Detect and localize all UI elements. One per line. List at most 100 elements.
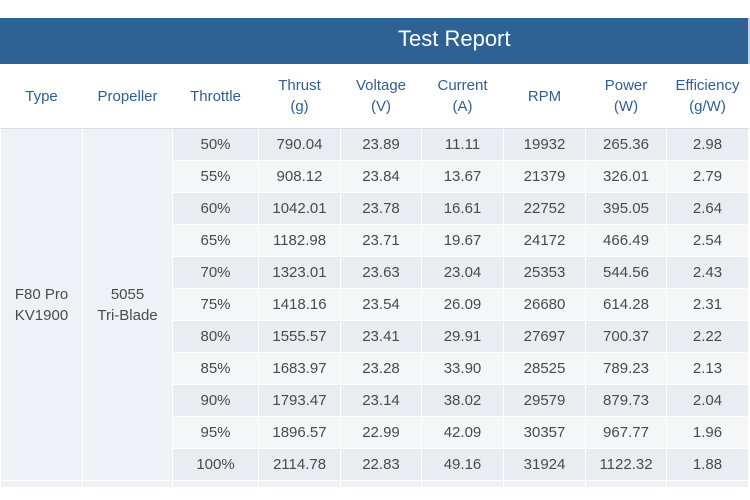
efficiency-cell: 2.43 (666, 256, 749, 289)
efficiency-cell: 2.79 (666, 160, 749, 193)
rpm-cell: 31924 (503, 448, 586, 481)
thrust-cell: 1793.47 (258, 384, 341, 417)
empty-cell (666, 480, 749, 488)
thrust-cell: 1683.97 (258, 352, 341, 385)
throttle-cell: 75% (172, 288, 259, 321)
efficiency-cell: 2.04 (666, 384, 749, 417)
header-type: Type (0, 64, 83, 129)
power-cell: 466.49 (585, 224, 667, 257)
thrust-cell: 908.12 (258, 160, 341, 193)
current-cell: 49.16 (421, 448, 504, 481)
empty-cell (258, 480, 341, 488)
table-row: 65% 1182.98 23.71 19.67 24172 466.49 2.54 (1, 224, 749, 257)
efficiency-cell: 2.31 (666, 288, 749, 321)
empty-cell (421, 480, 504, 488)
throttle-cell: 50% (172, 128, 259, 161)
throttle-cell: 95% (172, 416, 259, 449)
current-cell: 38.02 (421, 384, 504, 417)
rpm-cell: 25353 (503, 256, 586, 289)
power-cell: 544.56 (585, 256, 667, 289)
thrust-cell: 1896.57 (258, 416, 341, 449)
voltage-cell: 23.78 (340, 192, 422, 225)
empty-cell (340, 480, 422, 488)
efficiency-cell: 2.54 (666, 224, 749, 257)
current-cell: 23.04 (421, 256, 504, 289)
header-current: Current (A) (421, 64, 504, 129)
power-cell: 1122.32 (585, 448, 667, 481)
header-power: Power (W) (585, 64, 667, 129)
throttle-cell: 70% (172, 256, 259, 289)
current-cell: 29.91 (421, 320, 504, 353)
current-cell: 42.09 (421, 416, 504, 449)
voltage-cell: 22.83 (340, 448, 422, 481)
table-row: 80% 1555.57 23.41 29.91 27697 700.37 2.22 (1, 320, 749, 353)
header-row: Type Propeller Throttle Thrust (g) Voltag… (0, 64, 749, 129)
power-cell: 700.37 (585, 320, 667, 353)
rpm-cell: 27697 (503, 320, 586, 353)
thrust-cell: 790.04 (258, 128, 341, 161)
table-body: F80 Pro KV1900 5055 Tri-Blade 50% 790.04 2… (0, 128, 749, 488)
current-cell: 16.61 (421, 192, 504, 225)
efficiency-cell: 1.88 (666, 448, 749, 481)
throttle-cell: 60% (172, 192, 259, 225)
table-row: 55% 908.12 23.84 13.67 21379 326.01 2.79 (1, 160, 749, 193)
empty-cell (0, 480, 83, 488)
rpm-cell: 24172 (503, 224, 586, 257)
thrust-cell: 1042.01 (258, 192, 341, 225)
efficiency-cell: 2.13 (666, 352, 749, 385)
power-cell: 879.73 (585, 384, 667, 417)
voltage-cell: 23.63 (340, 256, 422, 289)
type-cell: F80 Pro KV1900 (0, 128, 83, 481)
table-row: 100% 2114.78 22.83 49.16 31924 1122.32 1.88 (1, 448, 749, 481)
power-cell: 967.77 (585, 416, 667, 449)
power-cell: 395.05 (585, 192, 667, 225)
thrust-cell: 1323.01 (258, 256, 341, 289)
table-row: 95% 1896.57 22.99 42.09 30357 967.77 1.96 (1, 416, 749, 449)
rpm-cell: 30357 (503, 416, 586, 449)
rpm-cell: 21379 (503, 160, 586, 193)
voltage-cell: 23.14 (340, 384, 422, 417)
efficiency-cell: 2.64 (666, 192, 749, 225)
voltage-cell: 23.54 (340, 288, 422, 321)
thrust-cell: 2114.78 (258, 448, 341, 481)
thrust-cell: 1555.57 (258, 320, 341, 353)
table-row: 75% 1418.16 23.54 26.09 26680 614.28 2.31 (1, 288, 749, 321)
report-title-bar: Test Report (0, 18, 750, 64)
report-title: Test Report (398, 26, 511, 51)
thrust-cell: 1418.16 (258, 288, 341, 321)
table-row: 90% 1793.47 23.14 38.02 29579 879.73 2.04 (1, 384, 749, 417)
throttle-cell: 65% (172, 224, 259, 257)
table-row: 70% 1323.01 23.63 23.04 25353 544.56 2.43 (1, 256, 749, 289)
current-cell: 19.67 (421, 224, 504, 257)
voltage-cell: 23.71 (340, 224, 422, 257)
voltage-cell: 23.41 (340, 320, 422, 353)
propeller-cell: 5055 Tri-Blade (82, 128, 173, 481)
voltage-cell: 22.99 (340, 416, 422, 449)
voltage-cell: 23.84 (340, 160, 422, 193)
header-throttle: Throttle (172, 64, 259, 129)
power-cell: 326.01 (585, 160, 667, 193)
empty-cell (503, 480, 586, 488)
throttle-cell: 80% (172, 320, 259, 353)
power-cell: 789.23 (585, 352, 667, 385)
efficiency-cell: 2.22 (666, 320, 749, 353)
efficiency-cell: 1.96 (666, 416, 749, 449)
current-cell: 13.67 (421, 160, 504, 193)
throttle-cell: 100% (172, 448, 259, 481)
table-row-partial (0, 480, 749, 488)
rpm-cell: 29579 (503, 384, 586, 417)
throttle-cell: 90% (172, 384, 259, 417)
current-cell: 26.09 (421, 288, 504, 321)
empty-cell (172, 480, 259, 488)
power-cell: 614.28 (585, 288, 667, 321)
current-cell: 33.90 (421, 352, 504, 385)
rpm-cell: 26680 (503, 288, 586, 321)
rpm-cell: 28525 (503, 352, 586, 385)
rpm-cell: 19932 (503, 128, 586, 161)
header-rpm: RPM (503, 64, 586, 129)
table-row: F80 Pro KV1900 5055 Tri-Blade 50% 790.04 2… (0, 128, 749, 481)
table-row: 60% 1042.01 23.78 16.61 22752 395.05 2.64 (1, 192, 749, 225)
throttle-cell: 55% (172, 160, 259, 193)
efficiency-cell: 2.98 (666, 128, 749, 161)
